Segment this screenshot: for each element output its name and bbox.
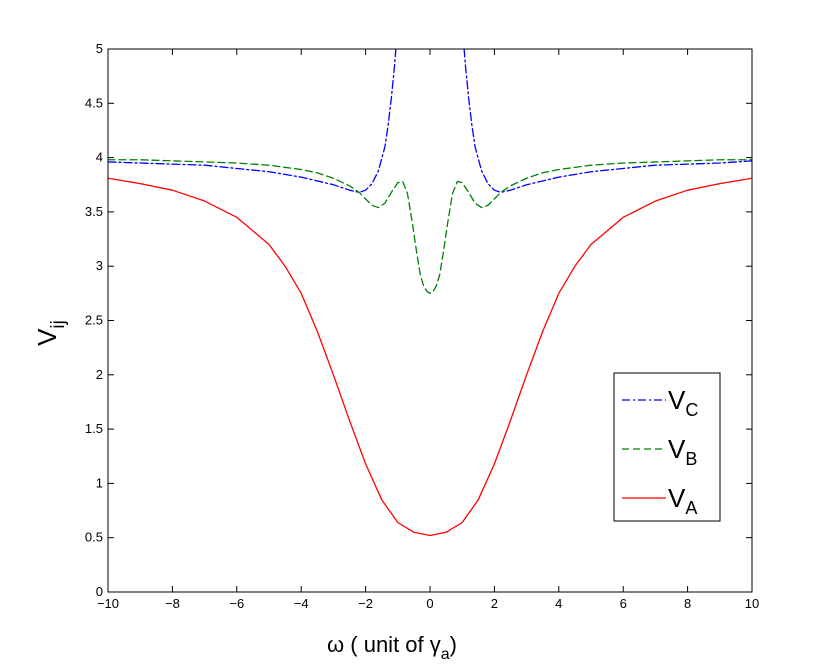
- x-tick-label: −8: [165, 596, 180, 611]
- x-tick-label: 10: [745, 596, 759, 611]
- x-axis-label: ω ( unit of γa): [327, 632, 457, 663]
- legend-label-sub: C: [685, 400, 698, 420]
- legend-label-vc: VC: [668, 385, 698, 420]
- y-tick-label: 1: [96, 475, 103, 490]
- x-tick-label: −6: [229, 596, 244, 611]
- legend-label-vb: VB: [668, 434, 697, 469]
- y-axis-label-main: V: [32, 328, 62, 346]
- legend-label-main: V: [668, 434, 686, 464]
- y-tick-label: 0.5: [85, 530, 103, 545]
- x-tick-label: −4: [294, 596, 309, 611]
- y-tick-label: 0: [96, 584, 103, 599]
- x-tick-label: 8: [684, 596, 691, 611]
- y-tick-label: 4: [96, 150, 103, 165]
- y-tick-label: 5: [96, 41, 103, 56]
- y-tick-label: 2.5: [85, 313, 103, 328]
- x-tick-label: 6: [620, 596, 627, 611]
- y-tick-label: 1.5: [85, 421, 103, 436]
- y-axis-label: Vij: [32, 320, 69, 346]
- x-tick-label: −2: [358, 596, 373, 611]
- legend-label-va: VA: [668, 483, 697, 518]
- legend-label-main: V: [668, 483, 686, 513]
- plot-frame: [107, 48, 753, 593]
- x-tick-label: −10: [97, 596, 119, 611]
- x-tick-label: 2: [491, 596, 498, 611]
- x-axis-label-main: ω ( unit of γ: [327, 632, 441, 657]
- ticks-layer: −10 −8 −6 −4 −2 0 2 4 6 8 10 0 0.5 1 1.5 2 2.5 3 3.5 4 4.5 5: [85, 41, 759, 611]
- y-tick-label: 3.5: [85, 204, 103, 219]
- x-axis-label-close: ): [450, 632, 457, 657]
- series-line-va: [108, 177, 752, 537]
- series-layer: [108, 49, 752, 537]
- legend-label-main: V: [668, 385, 686, 415]
- series-line-vb: [108, 159, 752, 294]
- x-tick-label: 0: [426, 596, 433, 611]
- legend-box: [613, 372, 721, 522]
- y-axis-label-sub: ij: [48, 320, 69, 328]
- y-tick-label: 4.5: [85, 95, 103, 110]
- series-line-vc: [463, 49, 752, 193]
- y-tick-label: 3: [96, 258, 103, 273]
- legend-label-sub: B: [685, 449, 697, 469]
- legend-label-sub: A: [685, 498, 697, 518]
- series-line-vc: [108, 49, 397, 193]
- y-tick-label: 2: [96, 367, 103, 382]
- x-tick-label: 4: [555, 596, 562, 611]
- x-axis-label-sub: a: [441, 646, 450, 663]
